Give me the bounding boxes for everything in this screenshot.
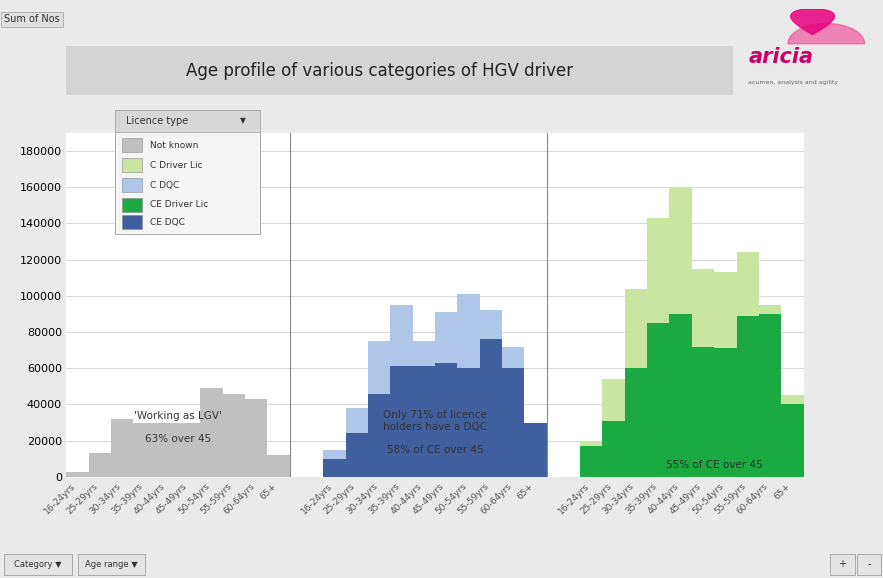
Bar bbox=[691, 347, 714, 477]
Bar bbox=[368, 341, 390, 477]
Bar bbox=[669, 187, 691, 477]
Text: Only 71% of licence
holders have a DQC

58% of CE over 45: Only 71% of licence holders have a DQC 5… bbox=[383, 410, 487, 455]
Bar bbox=[691, 269, 714, 477]
Bar bbox=[412, 366, 434, 477]
Bar bbox=[602, 421, 625, 477]
Bar bbox=[580, 440, 602, 477]
Bar bbox=[66, 472, 88, 477]
Bar bbox=[323, 459, 345, 477]
Text: Age range ▼: Age range ▼ bbox=[85, 560, 138, 569]
Text: Not known: Not known bbox=[150, 140, 198, 150]
Bar bbox=[323, 450, 345, 477]
Bar bbox=[647, 323, 669, 477]
Bar bbox=[625, 288, 647, 477]
Bar bbox=[434, 312, 457, 477]
Bar bbox=[268, 455, 290, 477]
Text: 'Working as LGV'

63% over 45: 'Working as LGV' 63% over 45 bbox=[134, 411, 222, 444]
Bar bbox=[390, 366, 412, 477]
Bar bbox=[479, 310, 502, 477]
Bar bbox=[669, 314, 691, 477]
Bar bbox=[781, 405, 804, 477]
Bar bbox=[714, 349, 736, 477]
Text: C Driver Lic: C Driver Lic bbox=[150, 161, 202, 169]
Bar bbox=[223, 394, 245, 477]
Bar bbox=[736, 253, 758, 477]
Text: 55% of CE over 45: 55% of CE over 45 bbox=[666, 460, 763, 469]
Bar bbox=[525, 423, 547, 477]
Bar bbox=[122, 138, 142, 152]
Bar bbox=[155, 423, 178, 477]
Bar bbox=[457, 368, 479, 477]
Bar bbox=[345, 408, 368, 477]
Bar bbox=[580, 446, 602, 477]
Bar bbox=[122, 178, 142, 192]
Text: CE Driver Lic: CE Driver Lic bbox=[150, 201, 208, 209]
Bar bbox=[122, 158, 142, 172]
Bar bbox=[781, 395, 804, 477]
Bar bbox=[647, 218, 669, 477]
FancyBboxPatch shape bbox=[115, 110, 260, 132]
Bar bbox=[502, 347, 525, 477]
FancyBboxPatch shape bbox=[78, 554, 145, 575]
Polygon shape bbox=[788, 24, 864, 44]
Bar bbox=[368, 394, 390, 477]
Bar bbox=[758, 305, 781, 477]
Bar bbox=[88, 453, 111, 477]
Text: aricia: aricia bbox=[748, 47, 813, 67]
Text: -: - bbox=[867, 559, 871, 569]
Text: Licence type: Licence type bbox=[126, 116, 189, 126]
Bar bbox=[245, 399, 268, 477]
Bar bbox=[758, 314, 781, 477]
Bar bbox=[412, 341, 434, 477]
Bar bbox=[625, 368, 647, 477]
Polygon shape bbox=[790, 9, 834, 35]
Bar bbox=[178, 423, 200, 477]
Text: +: + bbox=[838, 559, 847, 569]
Text: ▼: ▼ bbox=[240, 117, 246, 125]
Bar bbox=[502, 368, 525, 477]
Bar bbox=[479, 339, 502, 477]
Bar bbox=[122, 216, 142, 229]
Text: acumen, analysis and agility: acumen, analysis and agility bbox=[748, 80, 838, 85]
Bar bbox=[602, 379, 625, 477]
Bar bbox=[111, 419, 133, 477]
Text: Driver Lic: Driver Lic bbox=[662, 571, 721, 578]
Text: CE DQC: CE DQC bbox=[150, 218, 185, 227]
Bar bbox=[390, 305, 412, 477]
Bar bbox=[714, 272, 736, 477]
Text: Sum of Nos: Sum of Nos bbox=[4, 14, 60, 24]
Bar bbox=[434, 363, 457, 477]
Bar bbox=[736, 316, 758, 477]
Text: Category ▼: Category ▼ bbox=[14, 560, 62, 569]
Bar bbox=[457, 294, 479, 477]
Text: C DQC: C DQC bbox=[150, 180, 179, 190]
Bar bbox=[345, 434, 368, 477]
FancyBboxPatch shape bbox=[830, 554, 855, 575]
Text: 8211: 8211 bbox=[162, 571, 193, 578]
Text: Age profile of various categories of HGV driver: Age profile of various categories of HGV… bbox=[186, 62, 573, 80]
Bar bbox=[525, 423, 547, 477]
Bar bbox=[200, 388, 223, 477]
Text: DQC: DQC bbox=[421, 571, 449, 578]
FancyBboxPatch shape bbox=[4, 554, 72, 575]
Bar bbox=[133, 423, 155, 477]
FancyBboxPatch shape bbox=[857, 554, 881, 575]
Bar bbox=[122, 198, 142, 212]
